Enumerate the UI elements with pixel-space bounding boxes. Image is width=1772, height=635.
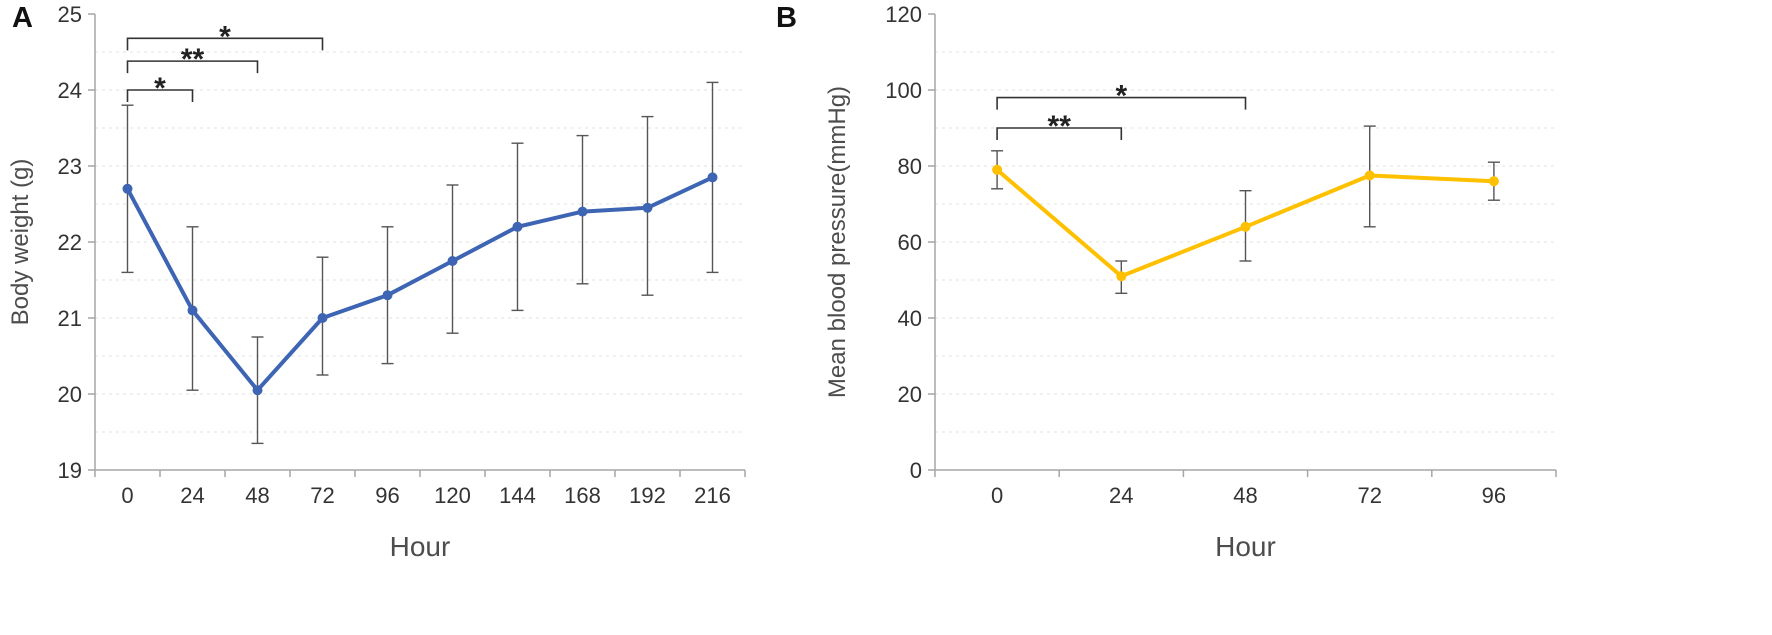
svg-text:40: 40: [898, 306, 922, 331]
svg-text:120: 120: [434, 483, 471, 508]
svg-text:21: 21: [58, 306, 82, 331]
svg-text:216: 216: [694, 483, 731, 508]
svg-text:60: 60: [898, 230, 922, 255]
svg-text:100: 100: [885, 78, 922, 103]
svg-text:Hour: Hour: [1215, 531, 1276, 562]
svg-text:**: **: [181, 43, 205, 76]
svg-text:*: *: [154, 72, 166, 105]
svg-text:24: 24: [180, 483, 204, 508]
svg-text:**: **: [1048, 110, 1072, 143]
svg-text:24: 24: [1109, 483, 1133, 508]
svg-text:0: 0: [991, 483, 1003, 508]
svg-text:20: 20: [58, 382, 82, 407]
panel-a: A 19 20 21 22 23 24 25 0 24 48 72 96 120 144 168 192 216…: [0, 0, 770, 635]
svg-text:Hour: Hour: [390, 531, 451, 562]
svg-text:48: 48: [1233, 483, 1257, 508]
svg-text:0: 0: [910, 458, 922, 483]
svg-text:22: 22: [58, 230, 82, 255]
svg-text:80: 80: [898, 154, 922, 179]
svg-text:Mean blood pressure(mmHg): Mean blood pressure(mmHg): [824, 86, 851, 398]
svg-text:96: 96: [375, 483, 399, 508]
svg-text:24: 24: [58, 78, 82, 103]
svg-text:192: 192: [629, 483, 666, 508]
svg-text:20: 20: [898, 382, 922, 407]
panel-b-label: B: [776, 2, 797, 34]
svg-text:0: 0: [121, 483, 133, 508]
svg-text:96: 96: [1482, 483, 1506, 508]
svg-text:72: 72: [310, 483, 334, 508]
svg-text:*: *: [1115, 80, 1127, 113]
svg-text:144: 144: [499, 483, 536, 508]
svg-text:25: 25: [58, 2, 82, 27]
svg-text:23: 23: [58, 154, 82, 179]
svg-text:120: 120: [885, 2, 922, 27]
svg-text:Body weight (g): Body weight (g): [7, 159, 34, 326]
svg-text:*: *: [219, 20, 231, 53]
svg-text:48: 48: [245, 483, 269, 508]
svg-text:72: 72: [1357, 483, 1381, 508]
panel-a-label: A: [12, 2, 33, 34]
svg-text:168: 168: [564, 483, 601, 508]
svg-text:19: 19: [58, 458, 82, 483]
panel-b: B 0 20 40 60 80 100 120 0 24 48 72 96 ** * Hour Mean bl…: [770, 0, 1772, 635]
